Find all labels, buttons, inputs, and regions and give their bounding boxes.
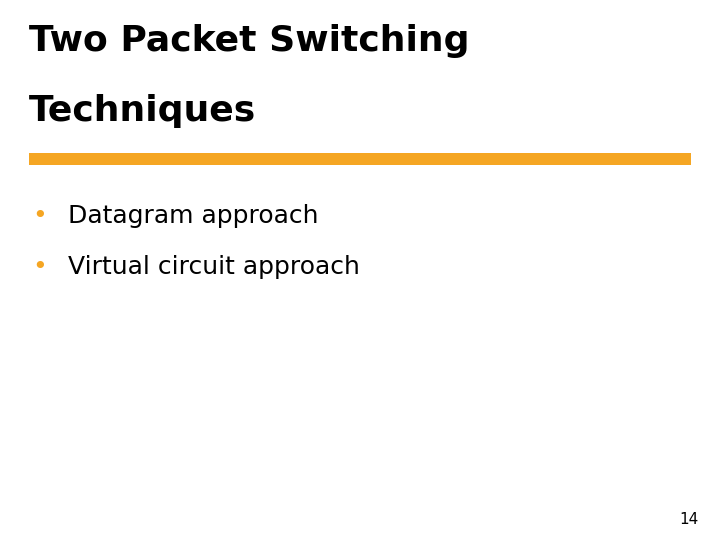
Text: 14: 14 [679,511,698,526]
Text: •: • [32,204,47,228]
Bar [29,153,691,165]
Text: Virtual circuit approach: Virtual circuit approach [68,255,360,279]
Text: Two Packet Switching: Two Packet Switching [29,24,469,58]
Text: •: • [32,255,47,279]
Text: Techniques: Techniques [29,94,256,129]
Text: Datagram approach: Datagram approach [68,204,319,228]
